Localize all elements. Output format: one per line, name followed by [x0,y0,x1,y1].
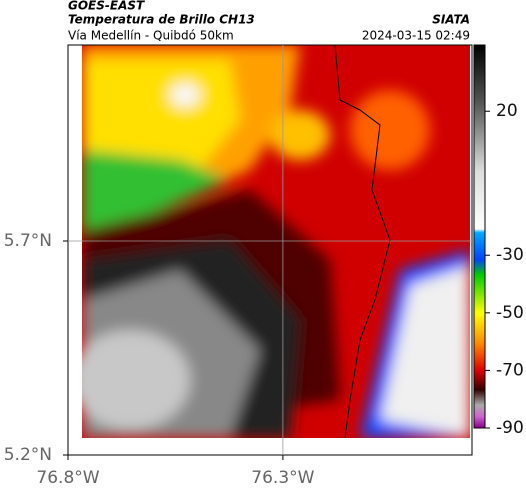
colorbar-tick-label: -70 [496,360,524,380]
colorbar-tick-label: -30 [496,245,524,265]
x-tick-label: 76.3°W [251,468,314,488]
colorbar-tick-label: -90 [496,418,524,438]
subtitle: Vía Medellín - Quibdó 50km [68,29,234,43]
y-tick-label: 5.2°N [4,445,52,465]
product: GOES-EAST [68,0,145,13]
map-frame [67,44,473,456]
title: Temperatura de Brillo CH13 [68,13,255,27]
y-tick-label: 5.7°N [4,231,52,251]
timestamp: 2024-03-15 02:49 [362,29,470,43]
x-tick-label: 76.8°W [36,468,99,488]
brightness-field [82,45,470,438]
colorbar-tick-label: -50 [496,303,524,323]
colorbar [473,44,486,429]
source: SIATA [432,13,470,27]
colorbar-tick-label: 20 [496,101,518,121]
